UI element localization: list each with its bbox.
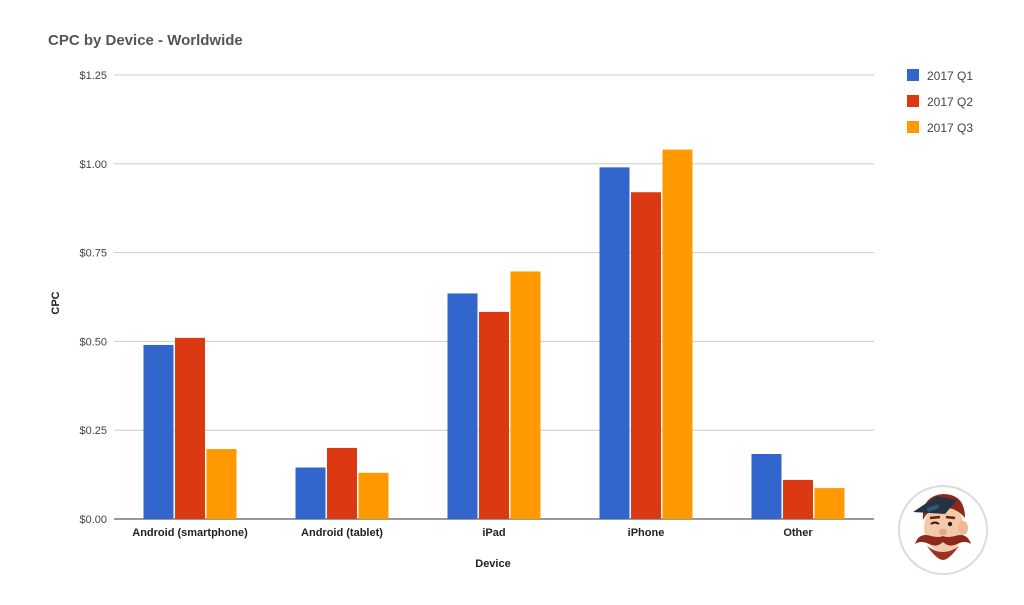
legend-label: 2017 Q3 <box>927 121 973 135</box>
x-axis-title: Device <box>475 558 510 570</box>
bar-ipad-series-1 <box>447 293 478 519</box>
bar-other-series-3 <box>814 488 845 519</box>
bar-android-smartphone-series-2 <box>175 337 205 519</box>
bar-android-tablet-series-2 <box>327 447 357 519</box>
mustache-mascot-icon <box>898 485 988 575</box>
legend-swatch <box>907 69 919 81</box>
y-axis-title: CPC <box>50 291 62 314</box>
x-tick-label: iPhone <box>628 527 665 539</box>
y-tick-label: $0.75 <box>79 248 107 260</box>
bar-ipad-series-3 <box>510 271 541 519</box>
y-tick-label: $0.00 <box>79 514 107 526</box>
legend-item: 2017 Q2 <box>907 95 973 109</box>
legend-label: 2017 Q2 <box>927 95 973 109</box>
legend-label: 2017 Q1 <box>927 69 973 83</box>
x-tick-label: Other <box>783 527 813 539</box>
bar-iphone-series-3 <box>662 149 693 520</box>
grid-layer: $0.00 $0.25 $0.50 $0.75 $1.00 $1.25 <box>79 70 874 526</box>
y-tick-label: $0.25 <box>79 425 107 437</box>
legend-swatch <box>907 95 919 107</box>
legend-swatch <box>907 121 919 133</box>
legend-item: 2017 Q3 <box>907 121 973 135</box>
x-tick-label: Android (tablet) <box>301 527 383 539</box>
bar-ipad-series-2 <box>479 311 509 519</box>
y-tick-label: $1.00 <box>79 159 107 171</box>
y-tick-label: $0.50 <box>79 336 107 348</box>
legend-item: 2017 Q1 <box>907 69 973 83</box>
bar-android-tablet-series-1 <box>295 467 326 519</box>
bar-other-series-2 <box>783 479 813 519</box>
bar-other-series-1 <box>751 453 782 519</box>
bar-iphone-series-2 <box>631 192 661 519</box>
chart-title: CPC by Device - Worldwide <box>48 32 243 49</box>
x-tick-labels: Android (smartphone) Android (tablet) iPad… <box>132 527 813 539</box>
x-tick-label: Android (smartphone) <box>132 527 248 539</box>
bar-android-smartphone-series-3 <box>206 449 237 519</box>
legend: 2017 Q1 2017 Q2 2017 Q3 <box>907 69 973 135</box>
bar-android-tablet-series-3 <box>358 472 389 519</box>
x-tick-label: iPad <box>482 527 505 539</box>
y-tick-label: $1.25 <box>79 70 107 82</box>
bar-android-smartphone-series-1 <box>143 344 174 519</box>
bar-iphone-series-1 <box>599 167 630 520</box>
bars-layer <box>143 149 845 520</box>
